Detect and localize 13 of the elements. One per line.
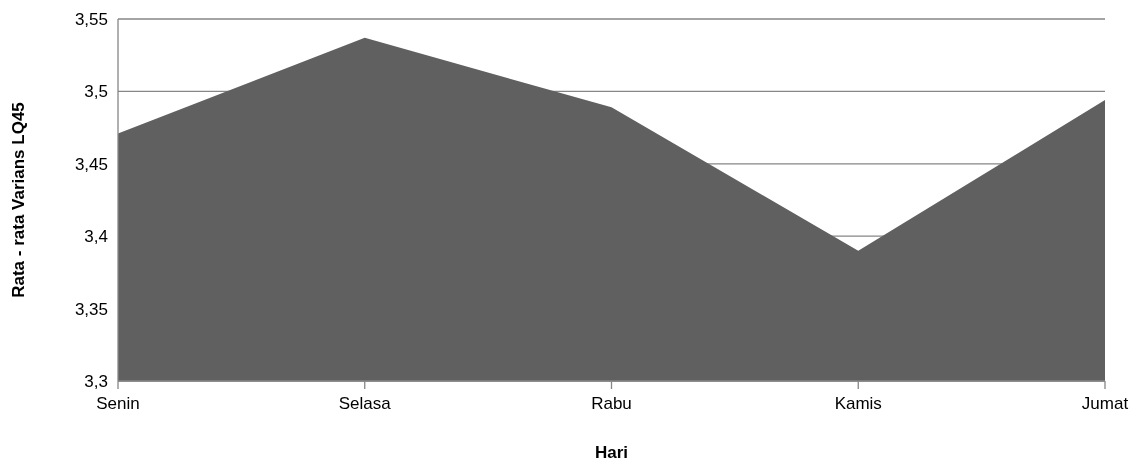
- y-tick-label: 3,45: [74, 154, 108, 174]
- x-tick-label: Rabu: [591, 394, 632, 413]
- y-tick-label: 3,55: [74, 9, 108, 29]
- x-tick-label: Jumat: [1081, 394, 1129, 413]
- x-tick-label: Senin: [96, 394, 140, 413]
- y-tick-label: 3,35: [74, 299, 108, 319]
- x-axis-title: Hari: [594, 443, 629, 462]
- y-axis-title: Rata - rata Varians LQ45: [9, 102, 28, 298]
- y-tick-label: 3,3: [84, 371, 108, 391]
- y-tick-label: 3,4: [84, 227, 108, 247]
- x-tick-label: Selasa: [338, 394, 392, 413]
- y-tick-label: 3,5: [84, 82, 108, 102]
- x-tick-label: Kamis: [834, 394, 882, 413]
